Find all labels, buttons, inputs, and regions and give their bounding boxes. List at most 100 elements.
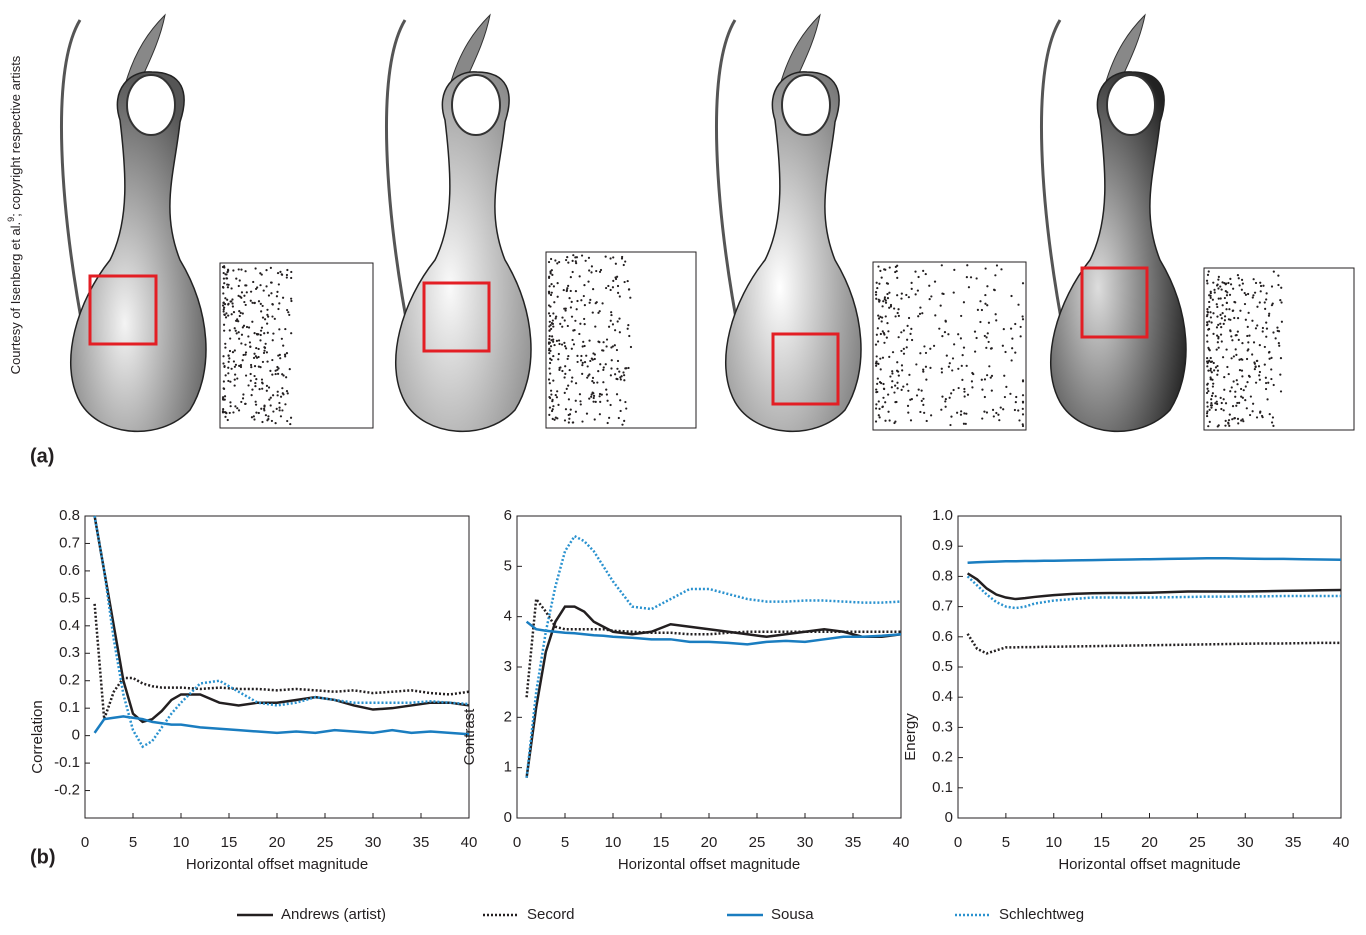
stipple-dot	[564, 372, 567, 375]
stipple-dot	[601, 302, 604, 305]
stipple-dot	[278, 406, 281, 409]
stipple-dot	[567, 413, 570, 417]
stipple-dot	[589, 359, 592, 363]
stipple-dot	[922, 370, 925, 373]
stipple-dot	[223, 395, 227, 398]
stipple-dot	[965, 364, 968, 367]
stipple-dot	[244, 284, 247, 287]
stipple-dot	[1236, 383, 1239, 386]
stipple-dot	[975, 277, 978, 280]
stipple-dot	[289, 422, 292, 426]
x-tick-label: 40	[1333, 834, 1350, 851]
stipple-dot	[1276, 329, 1279, 333]
stipple-dot	[280, 337, 283, 340]
stipple-dot	[275, 407, 278, 410]
stipple-dot	[920, 399, 923, 402]
stipple-dot	[1264, 376, 1267, 379]
stipple-dot	[592, 288, 595, 291]
stipple-dot	[1208, 349, 1211, 352]
stipple-dot	[253, 332, 256, 335]
stipple-dot	[548, 325, 551, 328]
stipple-dot	[616, 291, 620, 294]
stipple-dot	[1256, 324, 1259, 327]
stipple-dot	[1222, 398, 1225, 401]
stipple-dot	[550, 409, 554, 413]
stipple-dot	[1216, 315, 1219, 318]
series-line	[966, 575, 1341, 610]
stipple-dot	[255, 332, 259, 336]
stipple-dot	[261, 381, 264, 384]
stipple-dot	[1021, 380, 1025, 383]
stipple-dot	[1232, 309, 1235, 312]
stipple-dot	[259, 339, 262, 342]
stipple-dot	[235, 332, 238, 335]
stipple-dot	[240, 342, 243, 345]
stipple-dot	[563, 391, 566, 394]
stipple-dot	[1262, 284, 1265, 287]
series-line	[966, 572, 1342, 601]
stipple-dot	[261, 304, 264, 308]
stipple-dot	[1226, 291, 1229, 294]
stipple-dot	[1263, 301, 1266, 304]
stipple-dot	[1009, 327, 1013, 330]
stipple-dot	[263, 349, 266, 352]
stipple-dot	[1207, 270, 1210, 273]
stipple-dot	[254, 400, 257, 403]
stipple-dot	[236, 407, 239, 410]
stipple-dot	[624, 260, 627, 263]
y-tick-label: 1.0	[932, 507, 953, 524]
stipple-dot	[274, 422, 277, 425]
stipple-dot	[1257, 365, 1261, 368]
stipple-dot	[549, 305, 552, 308]
stipple-dot	[1211, 392, 1214, 395]
stipple-dot	[1255, 359, 1258, 363]
stipple-dot	[547, 342, 551, 345]
plant-drawing	[59, 13, 208, 433]
stipple-dot	[1021, 423, 1024, 426]
stipple-dot	[626, 279, 629, 283]
stipple-dot	[1206, 282, 1209, 285]
stipple-dot	[895, 270, 898, 273]
x-tick-label: 25	[1189, 834, 1206, 851]
stipple-dot	[582, 340, 585, 343]
stipple-dot	[574, 260, 577, 263]
stipple-dot	[1241, 418, 1244, 421]
stipple-dot	[1232, 287, 1235, 290]
stipple-dot	[902, 352, 906, 355]
stipple-dot	[939, 304, 942, 307]
stipple-dot	[290, 297, 293, 300]
stipple-dot	[244, 303, 247, 307]
stipple-dot	[875, 388, 878, 391]
stipple-dot	[1216, 334, 1219, 337]
stipple-dot	[1219, 333, 1223, 336]
stipple-dot	[263, 318, 267, 321]
stipple-dot	[551, 273, 554, 276]
stipple-dot	[602, 341, 605, 344]
stipple-dot	[1227, 419, 1231, 422]
stipple-dot	[618, 370, 621, 373]
stipple-dot	[919, 306, 922, 309]
stipple-dot	[610, 359, 613, 362]
stipple-dot	[605, 388, 608, 391]
inset-frame	[1203, 267, 1355, 431]
stipple-dot	[1206, 308, 1209, 311]
stipple-dot	[265, 384, 269, 387]
stipple-dot	[987, 340, 990, 344]
stipple-dot	[886, 297, 890, 300]
stipple-dot	[1228, 308, 1231, 311]
stipple-dot	[1004, 350, 1007, 354]
stipple-dot	[611, 286, 615, 289]
y-tick-label: 0	[72, 727, 80, 744]
stipple-dot	[948, 396, 951, 399]
stipple-dot	[1245, 357, 1249, 361]
stipple-dot	[564, 258, 568, 262]
stipple-dot	[624, 400, 627, 404]
stipple-dot	[222, 301, 225, 304]
y-tick-label: 0.1	[59, 699, 80, 716]
stipple-dot	[576, 360, 579, 364]
stipple-dot	[222, 323, 226, 326]
stipple-dot	[605, 345, 608, 348]
stipple-dot	[594, 325, 597, 328]
stipple-dot	[257, 300, 261, 303]
x-tick-label: 5	[1002, 834, 1010, 851]
